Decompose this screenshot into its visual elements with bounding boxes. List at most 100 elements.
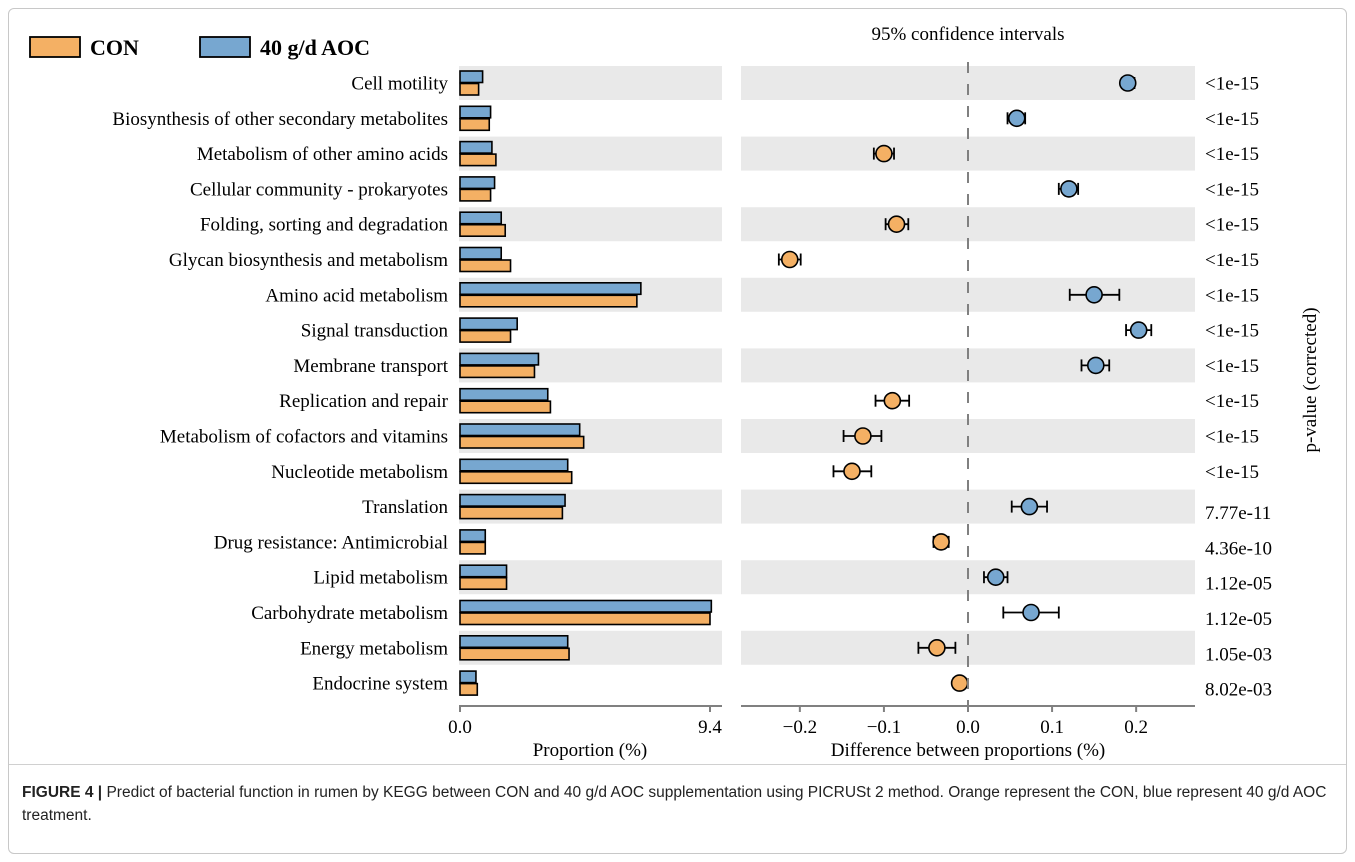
legend-label-con: CON: [90, 35, 139, 60]
bar: [459, 612, 711, 626]
diff-x-tick-label: −0.1: [867, 717, 901, 738]
category-label: Translation: [362, 497, 448, 518]
pvalue-label: 1.05e-03: [1205, 644, 1272, 665]
diff-point: [854, 427, 872, 445]
bar: [459, 329, 512, 343]
pvalue-label: <1e-15: [1205, 285, 1259, 306]
bar-panel: 0.0 9.4: [448, 70, 722, 738]
category-label: Carbohydrate metabolism: [251, 603, 448, 624]
figure-caption: FIGURE 4 | Predict of bacterial function…: [22, 781, 1332, 827]
diff-x-tick-label: 0.0: [956, 717, 980, 738]
diff-point: [1020, 497, 1039, 516]
legend-swatch-con: [29, 36, 81, 58]
diff-x-tick-label: 0.2: [1124, 717, 1148, 738]
category-label: Glycan biosynthesis and metabolism: [169, 250, 448, 271]
legend: CON 40 g/d AOC: [29, 35, 370, 60]
pvalue-label: <1e-15: [1205, 391, 1259, 412]
caption-figure-label: FIGURE 4 |: [22, 784, 103, 801]
diff-point: [928, 638, 946, 657]
pvalue-label: <1e-15: [1205, 356, 1259, 377]
diff-point: [875, 144, 893, 163]
bar: [459, 670, 477, 684]
pvalue-label: <1e-15: [1205, 427, 1259, 448]
bar: [459, 188, 492, 202]
bar: [459, 365, 536, 379]
pvalue-label: <1e-15: [1205, 321, 1259, 342]
bar: [459, 423, 581, 437]
bar: [459, 506, 564, 520]
bar: [459, 281, 642, 296]
diff-point: [1118, 74, 1137, 92]
diff-point: [843, 462, 861, 481]
category-label: Cellular community - prokaryotes: [190, 179, 448, 200]
bar: [459, 400, 552, 414]
bar: [459, 259, 512, 273]
bar: [459, 211, 503, 225]
diff-point: [1129, 321, 1148, 339]
category-label: Nucleotide metabolism: [271, 462, 448, 483]
diff-panel-title: 95% confidence intervals: [871, 24, 1064, 45]
caption-divider: [9, 764, 1346, 765]
diff-point: [950, 674, 969, 692]
bar: [459, 246, 503, 260]
category-label: Biosynthesis of other secondary metaboli…: [112, 109, 448, 130]
diff-point: [1060, 180, 1078, 198]
category-label: Signal transduction: [301, 321, 449, 342]
bar: [459, 140, 493, 154]
diff-xlabel: Difference between proportions (%): [831, 740, 1106, 761]
caption-text: Predict of bacterial function in rumen b…: [22, 784, 1327, 824]
diff-panel: −0.2 −0.1 0.0 0.1 0.2: [741, 62, 1195, 738]
diff-point: [780, 250, 799, 269]
pvalue-labels: <1e-15 <1e-15 <1e-15 <1e-15 <1e-15 <1e-15 <1e-…: [1205, 74, 1272, 701]
bar: [459, 317, 518, 331]
legend-swatch-aoc: [199, 36, 251, 58]
diff-point: [883, 391, 902, 410]
bar: [459, 223, 507, 237]
bar: [459, 294, 638, 308]
bar-x-tick-label: 0.0: [448, 717, 472, 738]
category-label: Membrane transport: [293, 356, 448, 377]
pvalue-label: <1e-15: [1205, 179, 1259, 200]
legend-label-aoc: 40 g/d AOC: [260, 35, 370, 60]
category-label: Drug resistance: Antimicrobial: [214, 532, 448, 553]
category-label: Amino acid metabolism: [265, 285, 448, 306]
diff-point: [1022, 603, 1040, 622]
pvalue-label: <1e-15: [1205, 144, 1259, 165]
bar: [459, 493, 566, 507]
extended-error-bar-chart: 0.0 9.4 −0.2 −0.1 0.0 0.1 0.2 Cell motility Bi…: [29, 24, 1321, 761]
category-label: Replication and repair: [279, 391, 448, 412]
pvalue-label: 8.02e-03: [1205, 680, 1272, 701]
bar-x-tick-label: 9.4: [698, 717, 722, 738]
diff-point: [1007, 109, 1026, 128]
bar-xlabel: Proportion (%): [533, 740, 648, 761]
pvalue-label: 4.36e-10: [1205, 538, 1272, 559]
bar: [459, 576, 508, 591]
pvalue-label: 1.12e-05: [1205, 574, 1272, 595]
bar: [459, 599, 713, 613]
diff-point: [932, 533, 950, 551]
bar: [459, 541, 487, 555]
pvalue-axis-label: p-value (corrected): [1300, 307, 1321, 452]
bar: [459, 153, 497, 167]
bar: [459, 647, 570, 661]
bar: [459, 470, 573, 485]
bar: [459, 387, 549, 402]
diff-x-tick-label: 0.1: [1040, 717, 1064, 738]
pvalue-label: <1e-15: [1205, 74, 1259, 95]
bar: [459, 82, 480, 96]
diff-x-tick-label: −0.2: [783, 717, 817, 738]
pvalue-label: 1.12e-05: [1205, 609, 1272, 630]
bar: [459, 634, 569, 649]
pvalue-label: 7.77e-11: [1205, 503, 1271, 524]
bar: [459, 118, 491, 132]
category-label: Endocrine system: [312, 674, 448, 695]
pvalue-label: <1e-15: [1205, 250, 1259, 271]
row-band: [459, 136, 722, 171]
diff-point: [887, 215, 906, 233]
category-label: Cell motility: [351, 74, 448, 95]
bar: [459, 70, 484, 84]
bar: [459, 458, 569, 472]
category-label: Energy metabolism: [300, 638, 448, 659]
bar: [459, 682, 479, 696]
bar: [459, 435, 585, 449]
